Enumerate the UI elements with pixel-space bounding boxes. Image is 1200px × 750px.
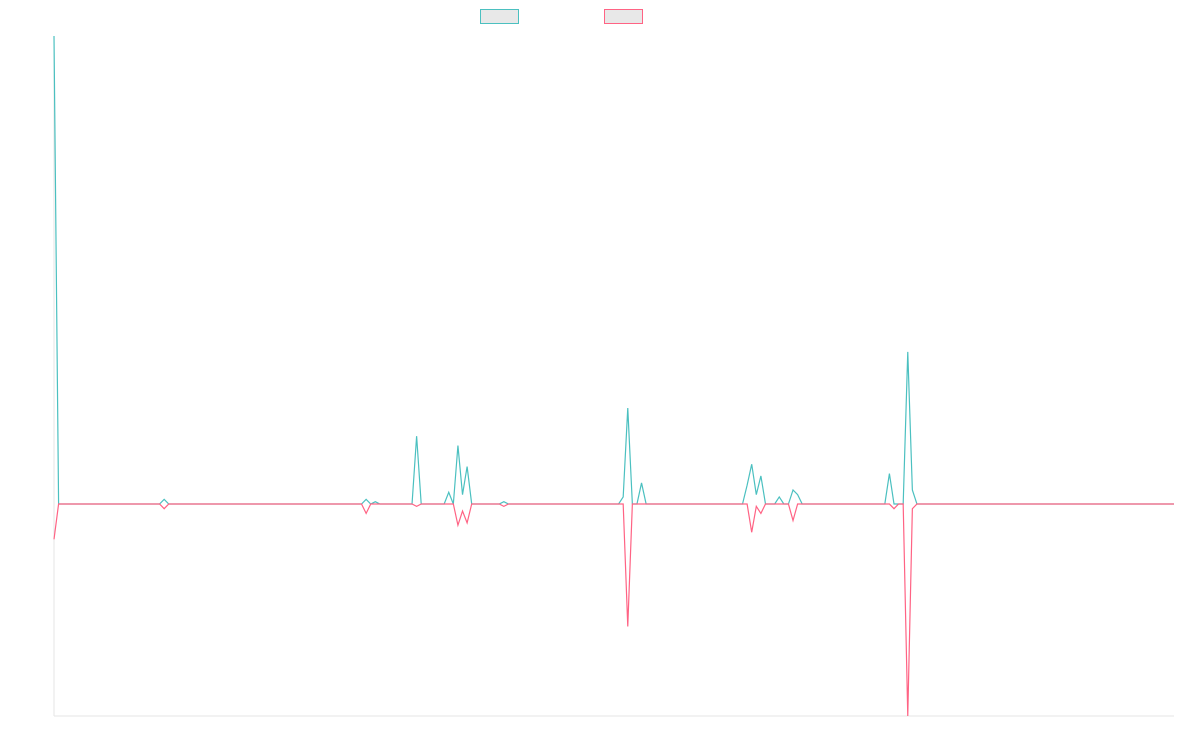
legend-swatch-series-1[interactable] (480, 9, 519, 24)
series-layer (53, 35, 1174, 717)
legend-swatch-series-2[interactable] (604, 9, 643, 24)
series-line-1 (53, 35, 1174, 505)
series-line-2 (53, 503, 1174, 717)
axes (53, 36, 1174, 717)
